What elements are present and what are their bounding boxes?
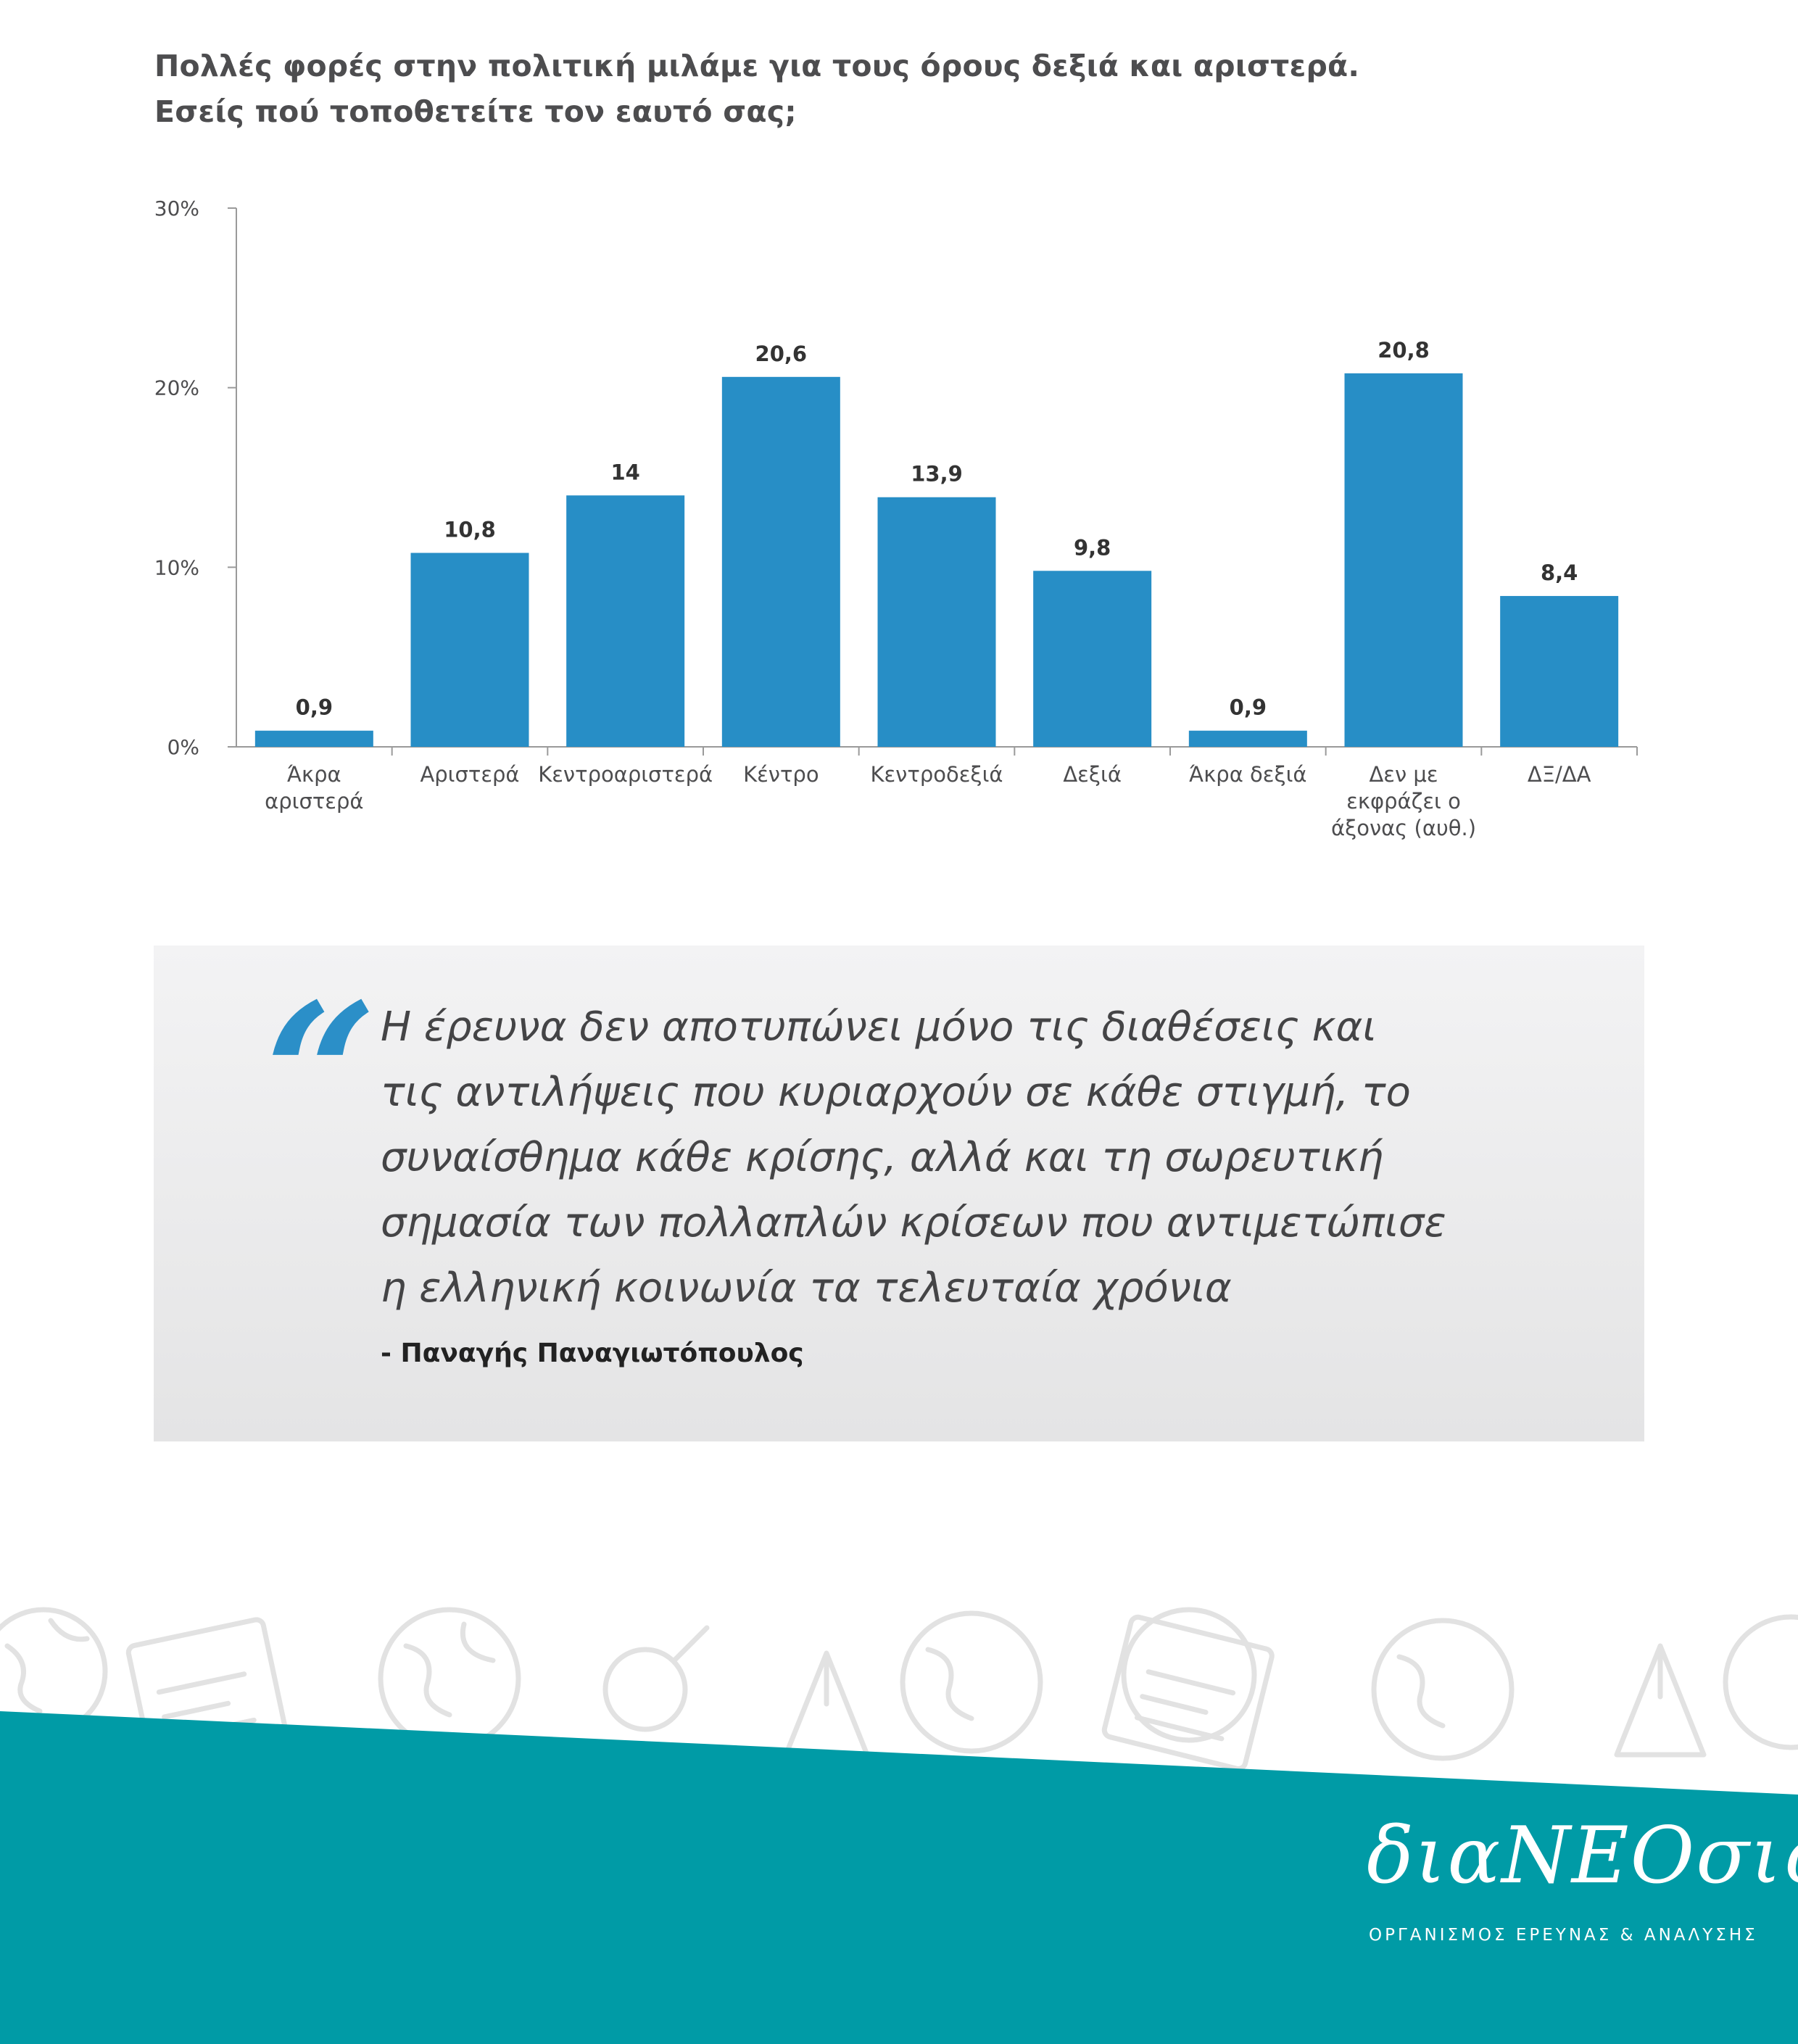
quote-line-3: συναίσθημα κάθε κρίσης, αλλά και τη σωρε… bbox=[381, 1134, 1384, 1181]
quote-author: - Παναγής Παναγιωτόπουλος bbox=[381, 1338, 804, 1368]
bar bbox=[410, 553, 529, 747]
data-label: 13,9 bbox=[911, 462, 963, 487]
quote-line-2: τις αντιλήψεις που κυριαρχούν σε κάθε στ… bbox=[381, 1069, 1411, 1116]
data-label: 14 bbox=[610, 460, 639, 484]
x-tick-label-line: Δεν με bbox=[1369, 762, 1438, 787]
footer-band-shape bbox=[0, 1711, 1798, 2044]
data-label: 8,4 bbox=[1541, 560, 1578, 585]
y-tick-label: 0% bbox=[167, 735, 199, 759]
quote-line-1: Η έρευνα δεν αποτυπώνει μόνο τις διαθέσε… bbox=[381, 1004, 1377, 1051]
bar bbox=[1033, 571, 1152, 747]
x-tick-label: Κεντροαριστερά bbox=[538, 762, 713, 787]
bar bbox=[721, 376, 840, 747]
data-label: 0,9 bbox=[296, 695, 333, 720]
x-tick-label-line: εκφράζει ο bbox=[1346, 789, 1461, 814]
quote-text: Η έρευνα δεν αποτυπώνει μόνο τις διαθέσε… bbox=[381, 995, 1599, 1321]
globe-icon-land bbox=[1396, 1654, 1446, 1729]
data-label: 0,9 bbox=[1230, 695, 1267, 720]
chart-title-line-1: Πολλές φορές στην πολιτική μιλάμε για το… bbox=[154, 49, 1360, 83]
data-label: 9,8 bbox=[1074, 535, 1111, 560]
x-tick-label-line: Άκρα δεξιά bbox=[1189, 762, 1306, 787]
x-tick-label-line: Κέντρο bbox=[743, 762, 819, 787]
footer-band bbox=[0, 1711, 1798, 2044]
pen-nib-icon bbox=[1614, 1643, 1707, 1758]
globe-icon bbox=[1723, 1614, 1798, 1750]
x-tick-label: Κεντροδεξιά bbox=[870, 762, 1003, 787]
quote-line-5: η ελληνική κοινωνία τα τελευταία χρόνια bbox=[381, 1265, 1232, 1312]
x-tick-label-line: άξονας (αυθ.) bbox=[1331, 816, 1476, 840]
globe-icon-land bbox=[403, 1621, 496, 1718]
x-tick-label: Αριστερά bbox=[420, 762, 519, 787]
magnifier-icon bbox=[602, 1647, 688, 1732]
y-tick-label: 30% bbox=[154, 196, 199, 220]
logo-subtitle: ΟΡΓΑΝΙΣΜΟΣ ΕΡΕΥΝΑΣ & ΑΝΑΛΥΣΗΣ bbox=[1369, 1926, 1758, 1945]
x-tick-label: Άκρα δεξιά bbox=[1189, 762, 1306, 787]
x-tick-label-line: Κεντροαριστερά bbox=[538, 762, 713, 787]
data-label: 10,8 bbox=[444, 518, 496, 542]
bar bbox=[1500, 595, 1619, 747]
x-tick-label-line: Δεξιά bbox=[1063, 762, 1122, 787]
bar bbox=[566, 495, 685, 747]
newspaper-icon bbox=[1101, 1614, 1275, 1769]
data-label: 20,6 bbox=[755, 342, 808, 366]
bar bbox=[254, 730, 373, 747]
bar bbox=[1188, 730, 1307, 747]
quote-mark-icon: “ bbox=[265, 960, 378, 1191]
quote-line-4: σημασία των πολλαπλών κρίσεων που αντιμε… bbox=[381, 1199, 1446, 1246]
globe-icon bbox=[1371, 1618, 1515, 1761]
x-tick-label-line: αριστερά bbox=[265, 789, 363, 814]
data-label: 20,8 bbox=[1378, 338, 1430, 363]
globe-icon-land bbox=[925, 1647, 974, 1721]
y-tick-label: 20% bbox=[154, 376, 199, 400]
globe-icon bbox=[1121, 1607, 1257, 1743]
bar bbox=[877, 497, 996, 747]
x-tick-label-line: ΔΞ/ΔΑ bbox=[1528, 762, 1591, 787]
x-tick-label-line: Κεντροδεξιά bbox=[870, 762, 1003, 787]
x-tick-label-line: Αριστερά bbox=[420, 762, 519, 787]
x-tick-label: ΔΞ/ΔΑ bbox=[1528, 762, 1591, 787]
bar bbox=[1344, 373, 1463, 747]
chart-title: Πολλές φορές στην πολιτική μιλάμε για το… bbox=[154, 44, 1532, 135]
x-tick-label: Δεν με εκφράζει ο άξονας (αυθ.) bbox=[1331, 762, 1476, 840]
globe-icon-land bbox=[4, 1618, 90, 1714]
x-tick-label-line: Άκρα bbox=[287, 762, 341, 787]
magnifier-icon-handle bbox=[671, 1625, 710, 1663]
newspaper-icon-lines bbox=[1134, 1669, 1236, 1742]
quote-box bbox=[154, 946, 1644, 1441]
chart-title-line-2: Εσείς πού τοποθετείτε τον εαυτό σας; bbox=[154, 94, 797, 129]
x-tick-label: Κέντρο bbox=[743, 762, 819, 787]
globe-icon bbox=[900, 1610, 1043, 1754]
bar-chart: 0% 10% 20% 30% 0,9 Άκρα αριστερά 10,8 Αριστερά 14… bbox=[154, 196, 1638, 840]
dianeosis-logo: διαΝΕΟσις bbox=[1367, 1811, 1798, 1901]
x-tick-label: Άκρα αριστερά bbox=[265, 762, 363, 814]
x-tick-label: Δεξιά bbox=[1063, 762, 1122, 787]
y-tick-label: 10% bbox=[154, 555, 199, 579]
